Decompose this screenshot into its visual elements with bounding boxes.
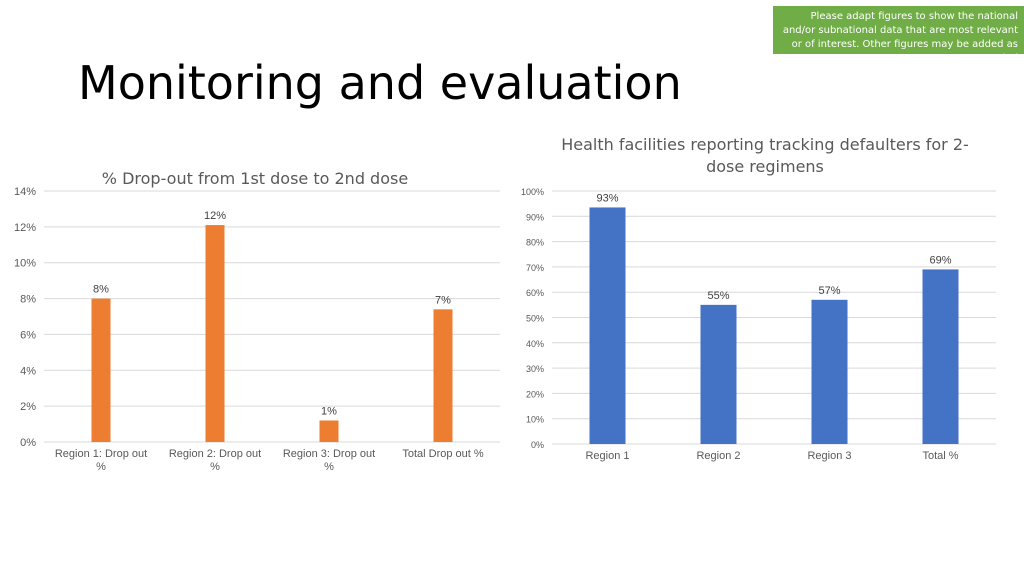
tracking-y-tick-label: 30%: [526, 364, 544, 374]
tracking-bar: [922, 269, 959, 444]
slide-title: Monitoring and evaluation: [78, 56, 682, 110]
tracking-y-tick-label: 10%: [526, 415, 544, 425]
adaptation-note: Please adapt figures to show the nationa…: [773, 6, 1024, 64]
dropout-y-tick-label: 10%: [14, 258, 36, 270]
dropout-y-tick-label: 2%: [20, 401, 36, 413]
dropout-category-label: Region 2: Drop out%: [169, 448, 261, 473]
tracking-y-tick-label: 60%: [526, 288, 544, 298]
dropout-chart-title: % Drop-out from 1st dose to 2nd dose: [101, 169, 409, 188]
dropout-data-label: 7%: [435, 294, 451, 306]
tracking-y-tick-label: 90%: [526, 212, 544, 222]
dropout-y-tick-label: 6%: [20, 329, 36, 341]
dropout-y-tick-label: 8%: [20, 294, 36, 306]
dropout-category-label: Total Drop out %: [402, 448, 484, 460]
dropout-y-tick-label: 4%: [20, 365, 36, 377]
defaulter-tracking-chart-plot: 0% 10% 20% 30% 40% 50% 60% 70% 80% 90% 100% 93% Regi…: [521, 187, 996, 462]
dropout-category-label: Region 3: Drop out%: [283, 448, 375, 473]
tracking-y-tick-label: 0%: [531, 440, 544, 450]
tracking-category-label: Region 3: [807, 450, 851, 462]
dropout-y-tick-label: 14%: [14, 186, 36, 198]
dropout-y-tick-label: 0%: [20, 437, 36, 449]
dropout-bar: [319, 420, 339, 442]
tracking-bar: [589, 207, 626, 444]
tracking-y-tick-label: 80%: [526, 238, 544, 248]
dropout-chart: % Drop-out from 1st dose to 2nd dose 0% 2…: [0, 160, 510, 490]
tracking-bar: [700, 304, 737, 444]
tracking-data-label: 55%: [707, 290, 729, 302]
dropout-category-label: Region 1: Drop out%: [55, 448, 147, 473]
dropout-data-label: 8%: [93, 284, 109, 296]
tracking-y-tick-label: 70%: [526, 263, 544, 273]
dropout-y-tick-label: 12%: [14, 222, 36, 234]
tracking-data-label: 57%: [818, 285, 840, 297]
tracking-category-label: Total %: [922, 450, 958, 462]
tracking-y-tick-label: 40%: [526, 339, 544, 349]
tracking-bar: [811, 299, 848, 444]
dropout-chart-plot: 0% 2% 4% 6% 8% 10% 12% 14% 8% Region 1: Drop out%…: [14, 186, 500, 473]
dropout-bar: [433, 309, 453, 442]
tracking-y-tick-label: 50%: [526, 314, 544, 324]
dropout-bar: [205, 225, 225, 442]
defaulter-tracking-chart: Health facilities reporting tracking def…: [510, 130, 1020, 490]
dropout-bar: [91, 298, 111, 442]
tracking-y-tick-label: 20%: [526, 389, 544, 399]
defaulter-tracking-chart-title: Health facilities reporting tracking def…: [561, 135, 969, 176]
tracking-data-label: 93%: [596, 192, 618, 204]
dropout-data-label: 1%: [321, 405, 337, 417]
dropout-data-label: 12%: [204, 210, 226, 222]
tracking-category-label: Region 1: [585, 450, 629, 462]
tracking-category-label: Region 2: [696, 450, 740, 462]
tracking-y-tick-label: 100%: [521, 187, 544, 197]
tracking-data-label: 69%: [929, 254, 951, 266]
